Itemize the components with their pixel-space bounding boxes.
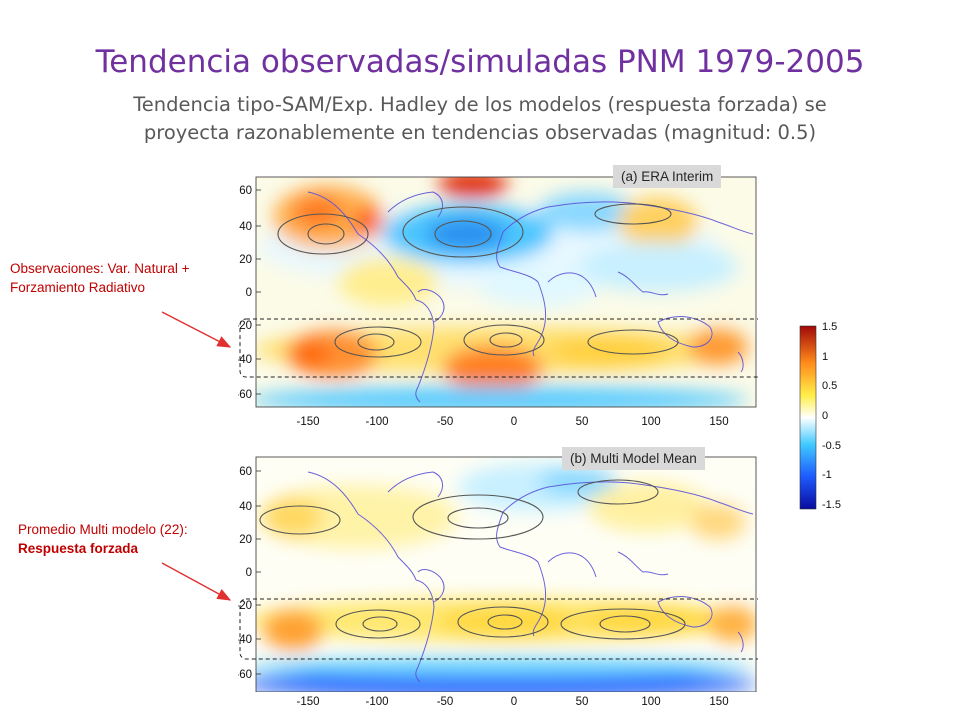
contour [402,206,524,258]
lon-tick-label: 0 [511,416,517,428]
multimodel-note-line-2: Respuesta forzada [18,541,139,556]
contour [463,324,545,356]
observations-note-line-2: Forzamiento Radiativo [10,280,146,295]
lon-axis-b: -150 -100 -50 0 50 100 150 [296,696,728,708]
contour [577,479,659,505]
lat-tick-label: 60 [239,466,252,478]
lat-tick-label: -20 [238,600,252,612]
lon-tick-label: 150 [709,416,728,428]
subtitle-line-2: proyecta razonablemente en tendencias ob… [143,121,817,144]
colorbar-tick-label: 1 [822,351,828,363]
contour [259,505,341,535]
lat-tick-label: 40 [239,221,252,233]
panel-label-a: (a) ERA Interim [613,165,722,188]
multimodel-arrow [161,562,232,601]
colorbar-tick-label: 0 [822,410,828,422]
colorbar-tick-label: -0.5 [822,440,841,452]
lat-tick-label: -60 [238,669,252,681]
contour [307,223,345,245]
contour [335,609,421,639]
page-subtitle: Tendencia tipo-SAM/Exp. Hadley de los mo… [60,91,900,147]
lon-tick-label: 100 [641,696,660,708]
lon-tick-label: -50 [437,696,454,708]
colorbar-gradient [799,325,817,510]
multimodel-note: Promedio Multi modelo (22): Respuesta fo… [18,520,188,558]
lon-tick-label: -100 [365,416,388,428]
contour [447,507,509,529]
lon-tick-label: 50 [576,696,589,708]
lat-tick-label: 60 [239,185,252,197]
colorbar-tick-label: 0.5 [822,380,837,392]
lon-tick-label: 100 [641,416,660,428]
lon-tick-label: -50 [437,416,454,428]
lat-tick-label: -60 [238,389,252,401]
lat-tick-label: 0 [246,567,252,579]
contour [334,326,422,358]
lon-tick-label: 50 [576,416,589,428]
contour [357,333,395,351]
contour [362,616,398,632]
lat-tick-label: 0 [246,287,252,299]
multimodel-note-line-1: Promedio Multi modelo (22): [18,522,188,537]
contour [487,614,523,630]
contour [587,329,679,355]
contour [457,606,549,638]
observations-note-line-1: Observaciones: Var. Natural + [10,261,190,276]
contour [560,608,686,640]
contour [599,615,651,633]
page-title: Tendencia observadas/simuladas PNM 1979-… [95,44,865,80]
observations-arrow [161,311,232,348]
contour [277,213,369,255]
lat-tick-label: 40 [239,501,252,513]
lat-tick-label: 20 [239,534,252,546]
contour [489,332,523,348]
colorbar-tick-label: 1.5 [822,321,837,333]
lon-tick-label: 0 [511,696,517,708]
contour [412,494,544,540]
panel-label-b: (b) Multi Model Mean [562,447,705,470]
colorbar-tick-label: -1 [822,469,832,481]
lat-tick-label: -20 [238,320,252,332]
midlatitude-highlight-box [239,598,758,660]
observations-note: Observaciones: Var. Natural + Forzamient… [10,259,189,297]
subtitle-line-1: Tendencia tipo-SAM/Exp. Hadley de los mo… [133,93,827,116]
midlatitude-highlight-box [239,318,758,378]
lon-axis-a: -150 -100 -50 0 50 100 150 [296,416,728,428]
colorbar-tick-label: -1.5 [822,499,841,511]
lat-tick-label: 20 [239,254,252,266]
map-panel-multi-model-mean: 60 40 20 0 -20 -40 -60 [238,456,758,692]
contour [434,220,492,248]
lon-tick-label: -100 [365,696,388,708]
lon-tick-label: -150 [296,416,319,428]
lat-tick-label: -40 [238,634,252,646]
map-panel-era-interim: 60 40 20 0 -20 -40 -60 [238,176,758,408]
lon-tick-label: 150 [709,696,728,708]
lat-tick-label: -40 [238,354,252,366]
contour [594,203,672,225]
lon-tick-label: -150 [296,696,319,708]
colorbar: 1.5 1 0.5 0 -0.5 -1 -1.5 [799,321,841,511]
